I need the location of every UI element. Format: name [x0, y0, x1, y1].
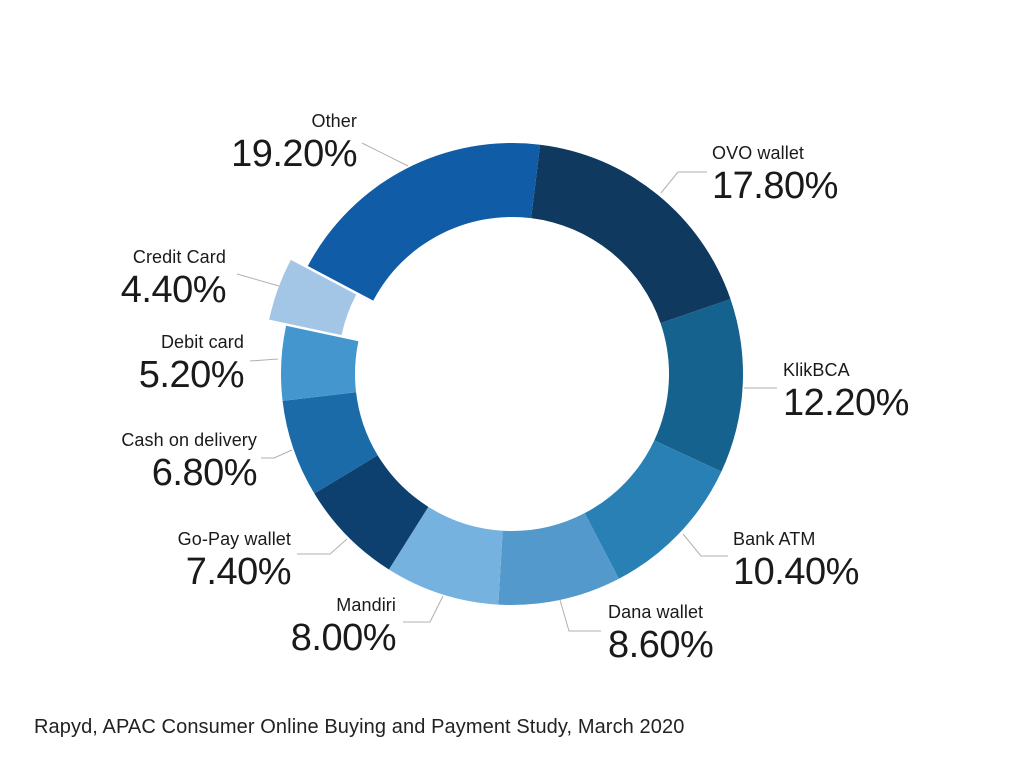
label-ovo-wallet: OVO wallet 17.80%	[712, 141, 838, 206]
label-ovo-wallet-value: 17.80%	[712, 165, 838, 207]
label-cash-on-delivery-value: 6.80%	[151, 452, 258, 494]
label-dana-wallet: Dana wallet 8.60%	[608, 600, 714, 666]
label-other-value: 19.20%	[231, 133, 357, 175]
label-bank-atm: Bank ATM 10.40%	[733, 527, 859, 592]
leader-line-cash-on-delivery	[261, 449, 293, 459]
label-gopay-wallet: Go-Pay wallet 7.40%	[177, 527, 292, 593]
label-klikbca-name: KlikBCA	[783, 360, 850, 380]
label-credit-card: Credit Card 4.40%	[120, 245, 227, 311]
label-other: Other 19.20%	[231, 109, 357, 174]
leader-line-ovo-wallet	[660, 171, 707, 194]
label-dana-wallet-value: 8.60%	[608, 624, 714, 666]
label-credit-card-value: 4.40%	[120, 269, 227, 311]
label-debit-card-value: 5.20%	[138, 354, 245, 396]
label-credit-card-name: Credit Card	[132, 247, 226, 267]
slice-other	[307, 142, 541, 301]
label-debit-card-name: Debit card	[160, 332, 244, 352]
leader-line-dana-wallet	[559, 599, 601, 632]
leader-line-credit-card	[236, 273, 280, 287]
slice-credit-card	[269, 259, 357, 336]
label-cash-on-delivery: Cash on delivery 6.80%	[121, 428, 257, 493]
label-dana-wallet-name: Dana wallet	[608, 602, 704, 622]
label-mandiri-value: 8.00%	[290, 617, 397, 659]
slice-cash-on-delivery	[282, 392, 378, 494]
label-mandiri-name: Mandiri	[336, 595, 396, 615]
slice-dana-wallet	[498, 513, 619, 605]
leader-line-other	[361, 142, 409, 167]
label-bank-atm-name: Bank ATM	[733, 529, 816, 549]
slice-ovo-wallet	[531, 144, 731, 324]
label-gopay-wallet-name: Go-Pay wallet	[177, 529, 291, 549]
slice-go-pay-wallet	[314, 455, 429, 570]
label-debit-card: Debit card 5.20%	[138, 330, 245, 396]
source-citation: Rapyd, APAC Consumer Online Buying and P…	[34, 716, 685, 738]
leader-line-bank-atm	[682, 533, 728, 557]
label-klikbca: KlikBCA 12.20%	[783, 358, 909, 423]
label-other-name: Other	[311, 111, 357, 131]
slice-klikbca	[654, 299, 744, 472]
label-cash-on-delivery-name: Cash on delivery	[121, 430, 257, 450]
label-mandiri: Mandiri 8.00%	[290, 593, 397, 659]
slice-bank-atm	[584, 440, 722, 579]
slice-debit-card	[281, 325, 359, 401]
leader-line-go-pay-wallet	[297, 538, 348, 555]
label-bank-atm-value: 10.40%	[733, 551, 859, 593]
leader-line-debit-card	[249, 358, 279, 362]
label-ovo-wallet-name: OVO wallet	[712, 143, 805, 163]
slice-mandiri	[388, 506, 503, 605]
leader-line-mandiri	[403, 595, 444, 623]
label-gopay-wallet-value: 7.40%	[185, 551, 292, 593]
label-klikbca-value: 12.20%	[783, 382, 909, 424]
